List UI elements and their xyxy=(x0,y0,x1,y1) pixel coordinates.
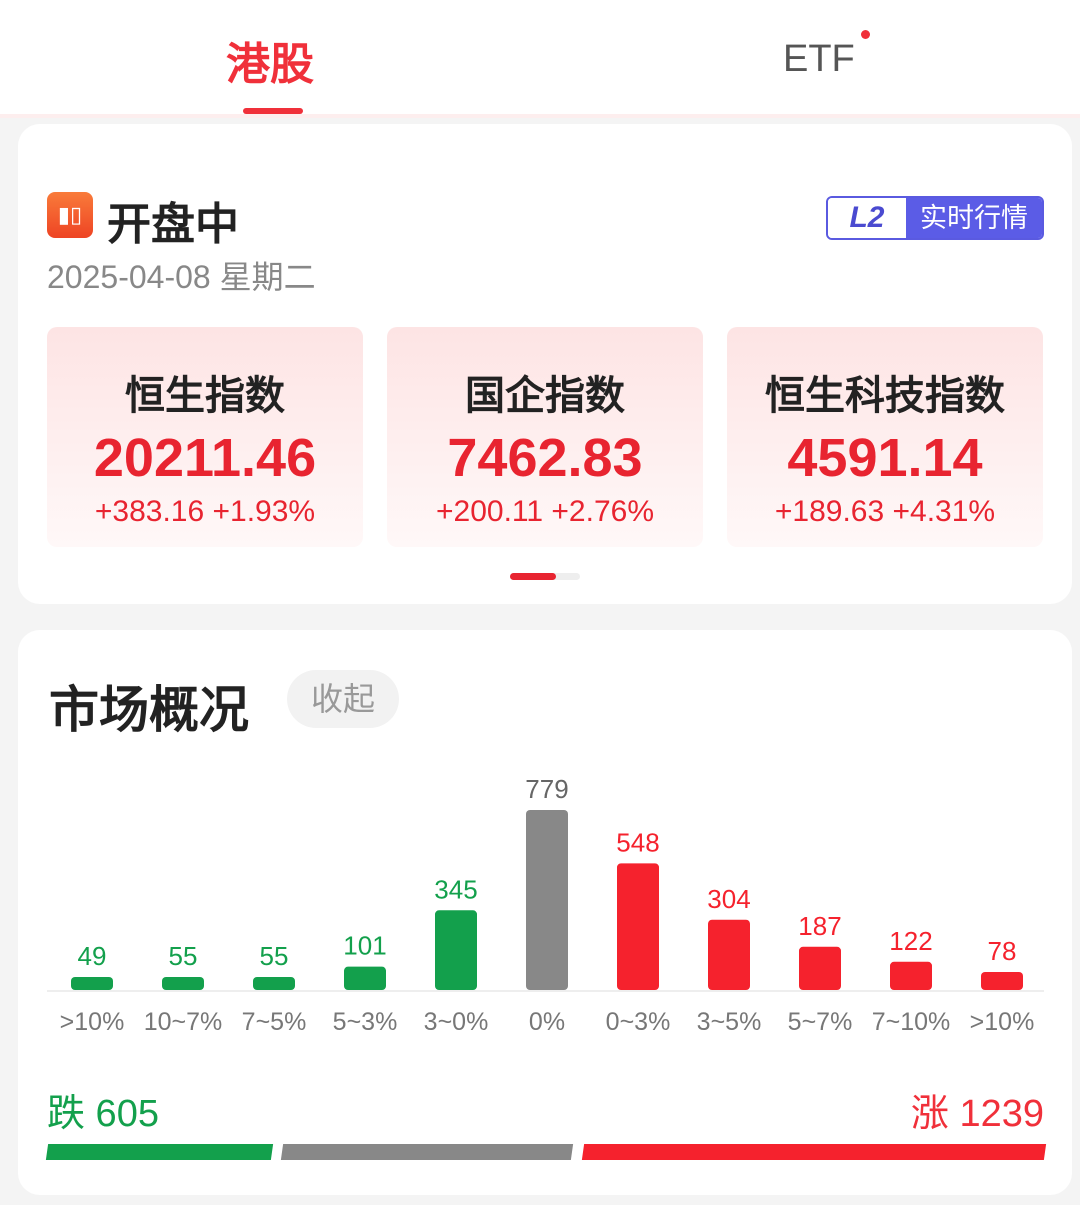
breadth-bar xyxy=(45,1144,1046,1160)
distribution-chart: 49 >10% 55 10~7% 55 7~5% 101 5~3% 345 3~0% 779 0% 54… xyxy=(47,774,1044,1036)
index-card-hsi[interactable]: 恒生指数 20211.46 +383.16 +1.93% xyxy=(47,327,363,547)
bar-value-label: 101 xyxy=(343,931,386,961)
index-change: +200.11 +2.76% xyxy=(387,495,703,529)
category-label: 3~0% xyxy=(424,1008,489,1036)
bar-value-label: 345 xyxy=(434,874,477,904)
index-value: 20211.46 xyxy=(93,428,317,488)
category-label: 0~3% xyxy=(606,1008,671,1036)
index-name: 恒生指数 xyxy=(125,374,285,418)
category-label: 5~7% xyxy=(788,1008,853,1036)
category-label: 0% xyxy=(529,1008,565,1036)
l2-realtime-badge[interactable]: L2 实时行情 xyxy=(826,196,1044,240)
carousel-pager xyxy=(510,573,580,580)
bar xyxy=(526,810,568,990)
market-status-card: ▮▯ 开盘中 2025-04-08 星期二 L2 实时行情 恒生指数 20211… xyxy=(18,124,1072,604)
category-label: 5~3% xyxy=(333,1008,398,1036)
index-change-abs: +200.11 xyxy=(436,495,544,528)
top-tab-bar: 港股 ETF xyxy=(0,0,1080,118)
bar xyxy=(617,863,659,990)
bar-value-label: 304 xyxy=(707,884,750,914)
index-value: 4591.14 xyxy=(787,428,983,488)
category-label: 7~5% xyxy=(242,1008,307,1036)
bar-value-label: 548 xyxy=(616,827,659,857)
index-card-hstech[interactable]: 恒生科技指数 4591.14 +189.63 +4.31% xyxy=(727,327,1043,547)
realtime-label: 实时行情 xyxy=(906,198,1042,238)
bar-value-label: 55 xyxy=(260,941,289,971)
bar-value-label: 78 xyxy=(988,936,1017,966)
index-change-pct: +2.76% xyxy=(551,495,654,528)
category-label: >10% xyxy=(970,1008,1035,1036)
index-change-pct: +4.31% xyxy=(892,495,996,528)
tab-etf[interactable]: ETF xyxy=(783,38,855,80)
bar-value-label: 122 xyxy=(889,926,932,956)
candlestick-icon: ▮▯ xyxy=(47,192,93,238)
bar xyxy=(799,946,841,990)
bar xyxy=(162,977,204,990)
fall-count: 跌 605 xyxy=(47,1093,159,1135)
index-card-hscei[interactable]: 国企指数 7462.83 +200.11 +2.76% xyxy=(387,327,703,547)
market-date: 2025-04-08 星期二 xyxy=(47,259,316,295)
pager-active xyxy=(510,573,556,580)
breadth-flat-segment xyxy=(281,1144,574,1160)
category-label: 7~10% xyxy=(872,1008,951,1036)
category-label: >10% xyxy=(60,1008,125,1036)
bar xyxy=(435,910,477,990)
bar xyxy=(981,971,1023,990)
overview-title: 市场概况 xyxy=(49,682,249,738)
l2-label: L2 xyxy=(828,198,906,238)
index-name: 恒生科技指数 xyxy=(765,374,1005,418)
rise-count: 涨 1239 xyxy=(910,1093,1044,1135)
index-change-pct: +1.93% xyxy=(212,495,316,528)
active-tab-indicator xyxy=(243,108,303,114)
bar xyxy=(708,919,750,990)
collapse-button[interactable]: 收起 xyxy=(287,670,399,728)
bar-value-label: 55 xyxy=(169,941,198,971)
category-label: 10~7% xyxy=(144,1008,223,1036)
breadth-fall-segment xyxy=(45,1144,274,1160)
bar xyxy=(344,966,386,990)
index-value: 7462.83 xyxy=(447,428,643,488)
bar-value-label: 187 xyxy=(798,911,841,941)
category-label: 3~5% xyxy=(697,1008,762,1036)
index-change-abs: +189.63 xyxy=(774,495,885,528)
bar-value-label: 49 xyxy=(78,941,107,971)
index-change: +189.63 +4.31% xyxy=(727,495,1043,529)
bar xyxy=(890,961,932,990)
index-change-abs: +383.16 xyxy=(94,495,205,528)
breadth-rise-segment xyxy=(581,1144,1046,1160)
bar xyxy=(71,977,113,990)
tab-hk-stocks[interactable]: 港股 xyxy=(226,40,314,89)
index-name: 国企指数 xyxy=(465,374,625,418)
notification-dot xyxy=(861,30,870,39)
bar-value-label: 779 xyxy=(525,774,568,804)
market-overview-card: 市场概况 收起 49 >10% 55 10~7% 55 7~5% 101 5~3% 345 3~0… xyxy=(18,630,1072,1195)
index-change: +383.16 +1.93% xyxy=(47,495,363,529)
bar xyxy=(253,977,295,990)
market-status: 开盘中 xyxy=(107,200,239,249)
